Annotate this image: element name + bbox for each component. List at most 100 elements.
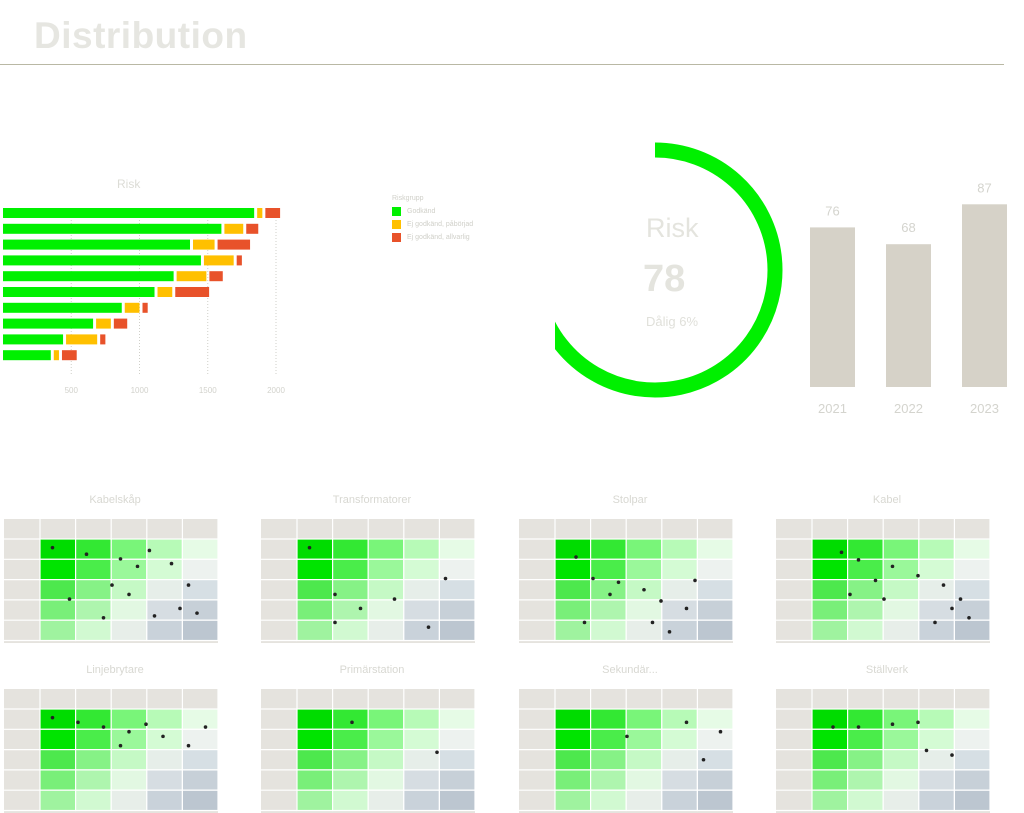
matrix-cell (39, 708, 77, 730)
matrix-cell (882, 619, 920, 642)
matrix-cell (882, 558, 920, 581)
matrix-cell (696, 578, 733, 601)
matrix-cell (367, 708, 405, 730)
matrix-cell (367, 789, 405, 812)
legend-title: Riskgrupp (392, 195, 424, 202)
matrix-dot (443, 576, 448, 581)
matrix-cell (181, 619, 218, 642)
matrix-dot (50, 715, 55, 720)
legend-label: Godkänd (407, 208, 436, 215)
matrix-cell (953, 769, 990, 791)
matrix-cell (74, 578, 112, 601)
matrix-dot (916, 573, 920, 578)
matrix-dot (118, 743, 123, 748)
matrix-cell (589, 538, 627, 560)
matrix-title: Ställverk (865, 664, 909, 676)
matrix-cell (882, 578, 920, 601)
legend-swatch (392, 233, 401, 242)
matrix-cell (625, 789, 663, 812)
matrix-dot (147, 548, 152, 553)
matrix-title: Primärstation (339, 664, 405, 676)
matrix-cell (403, 708, 441, 730)
matrix-title: Transformatorer (332, 494, 412, 506)
matrix-cell (918, 599, 956, 621)
title-divider (0, 64, 1004, 65)
matrix-cell (625, 708, 663, 730)
matrix-cell (403, 558, 441, 581)
matrix-cell (331, 599, 369, 621)
risk-matrix (4, 689, 218, 813)
matrix-cell (918, 578, 956, 601)
matrix-dot (882, 597, 886, 601)
x-tick-label: 1000 (131, 386, 149, 395)
matrix-cell (696, 558, 733, 581)
matrix-cell (661, 578, 699, 601)
matrix-cell (367, 578, 405, 601)
matrix-dot (144, 722, 148, 727)
matrix-cell (882, 789, 920, 812)
matrix-cell (696, 769, 733, 791)
matrix-cell (918, 538, 956, 560)
matrix-cell (39, 789, 77, 812)
matrix-cell (146, 728, 184, 751)
matrix-cell (554, 728, 592, 751)
matrix-dot (350, 720, 354, 725)
matrix-cell (811, 578, 849, 601)
matrix-cell (110, 748, 148, 771)
matrix-cell (403, 769, 441, 791)
matrix-cell (696, 728, 733, 751)
matrix-cell (589, 748, 627, 771)
year-bar (810, 227, 855, 387)
matrix-cell (661, 538, 699, 560)
risk-legend: Riskgrupp Godkänd Ej godkänd, påbörjad Ej … (392, 195, 473, 246)
matrix-dot (135, 564, 140, 569)
matrix-cell (625, 558, 663, 581)
year-bar (886, 244, 931, 387)
matrix-cell (367, 748, 405, 771)
matrix-dot (169, 561, 174, 566)
matrix-cell (625, 599, 663, 621)
gauge-label: Risk (646, 213, 699, 243)
matrix-cell (74, 599, 112, 621)
bar-segment (265, 208, 281, 218)
matrix-cell (625, 769, 663, 791)
matrix-cell (403, 578, 441, 601)
matrix-cell (846, 558, 884, 581)
matrix-cell (918, 769, 956, 791)
matrix-dot (659, 599, 663, 603)
legend-item: Godkänd (392, 207, 473, 216)
matrix-cell (846, 769, 884, 791)
matrix-cell (146, 578, 184, 601)
bar-segment (217, 239, 251, 250)
matrix-cell (589, 708, 627, 730)
matrix-dot (333, 592, 337, 597)
x-tick-label: 2000 (267, 386, 285, 395)
matrix-cell (110, 578, 148, 601)
matrix-cell (661, 619, 699, 642)
matrix-dot (839, 550, 844, 555)
risk-matrix (519, 689, 733, 813)
matrix-cell (39, 728, 77, 751)
matrix-cell (146, 619, 184, 642)
matrix-cell (181, 769, 218, 791)
matrix-dot (693, 578, 697, 583)
matrix-cell (438, 619, 475, 642)
matrix-cell (110, 619, 148, 642)
matrix-title: Kabelskåp (89, 494, 141, 506)
matrix-cell (296, 728, 334, 751)
bar-segment (176, 271, 207, 282)
matrix-cell (554, 748, 592, 771)
matrix-dot (127, 729, 131, 734)
matrix-cell (181, 578, 218, 601)
matrix-cell (811, 708, 849, 730)
matrix-cell (146, 599, 184, 621)
matrix-dot (625, 734, 629, 739)
matrix-cell (331, 619, 369, 642)
matrix-cell (367, 558, 405, 581)
page-title: Distribution (34, 15, 248, 56)
matrix-cell (331, 789, 369, 812)
matrix-dot (650, 620, 655, 625)
matrix-cell (331, 538, 369, 560)
matrix-dot (307, 545, 312, 550)
matrix-cell (39, 769, 77, 791)
